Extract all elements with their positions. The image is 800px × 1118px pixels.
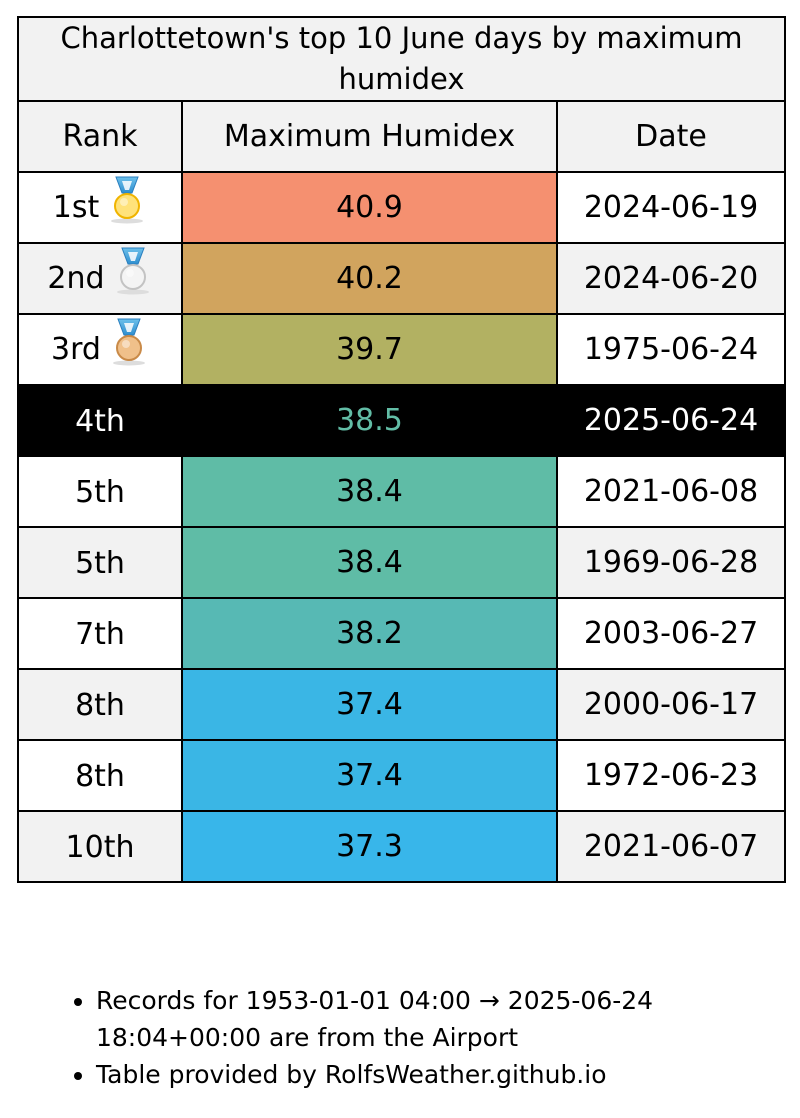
table-row: 2nd 40.2 2024-06-20	[17, 242, 787, 315]
table-row: 10th 37.3 2021-06-07	[17, 810, 787, 883]
table-row: 3rd 39.7 1975-06-24	[17, 313, 787, 386]
note-table-credit: Table provided by RolfsWeather.github.io	[96, 1056, 796, 1093]
date-cell: 2024-06-20	[555, 242, 787, 315]
rank-label: 2nd	[47, 261, 105, 296]
rank-label: 8th	[75, 687, 125, 723]
rank-cell: 5th	[17, 526, 183, 599]
gold-medal-icon	[107, 175, 147, 233]
table-row: 5th 38.4 1969-06-28	[17, 526, 787, 599]
date-cell: 1969-06-28	[555, 526, 787, 599]
table-row: 4th 38.5 2025-06-24	[17, 384, 787, 457]
table-title: Charlottetown's top 10 June days by maxi…	[16, 16, 787, 102]
rank-label: 7th	[75, 616, 125, 652]
humidex-value: 37.3	[181, 810, 558, 883]
table-row: 7th 38.2 2003-06-27	[17, 597, 787, 670]
date-cell: 2003-06-27	[555, 597, 787, 670]
rank-label: 4th	[75, 403, 125, 439]
table-row: 8th 37.4 1972-06-23	[17, 739, 787, 812]
rank-cell: 7th	[17, 597, 183, 670]
date-header: Date	[555, 100, 787, 173]
ranking-table-container: Charlottetown's top 10 June days by maxi…	[16, 16, 787, 883]
humidex-value: 38.4	[181, 526, 558, 599]
rank-header: Rank	[17, 100, 183, 173]
rank-cell: 8th	[17, 739, 183, 812]
rank-cell: 4th	[17, 384, 183, 457]
date-cell: 1972-06-23	[555, 739, 787, 812]
rank-cell: 5th	[17, 455, 183, 528]
rank-label: 5th	[75, 545, 125, 581]
note-records-source: Records for 1953-01-01 04:00 → 2025-06-2…	[96, 982, 796, 1056]
date-cell: 2021-06-08	[555, 455, 787, 528]
table-row: 5th 38.4 2021-06-08	[17, 455, 787, 528]
rank-label: 10th	[65, 829, 135, 865]
date-cell: 2024-06-19	[555, 171, 787, 244]
rank-label: 8th	[75, 758, 125, 794]
rank-cell: 2nd	[17, 242, 183, 315]
humidex-header: Maximum Humidex	[181, 100, 558, 173]
rank-cell: 1st	[17, 171, 183, 244]
date-cell: 1975-06-24	[555, 313, 787, 386]
rank-cell: 3rd	[17, 313, 183, 386]
table-row: 8th 37.4 2000-06-17	[17, 668, 787, 741]
humidex-value: 40.9	[181, 171, 558, 244]
table-body: 1st 40.9 2024-06-19 2nd 40.2 2024-06-20 3rd 39.…	[17, 171, 787, 883]
humidex-value: 40.2	[181, 242, 558, 315]
humidex-value: 37.4	[181, 739, 558, 812]
humidex-value: 39.7	[181, 313, 558, 386]
humidex-value: 38.5	[181, 384, 558, 457]
notes-list: Records for 1953-01-01 04:00 → 2025-06-2…	[62, 982, 796, 1093]
humidex-value: 38.4	[181, 455, 558, 528]
silver-medal-icon	[113, 246, 153, 304]
date-cell: 2021-06-07	[555, 810, 787, 883]
ranking-table: Charlottetown's top 10 June days by maxi…	[16, 16, 787, 883]
date-cell: 2000-06-17	[555, 668, 787, 741]
rank-cell: 8th	[17, 668, 183, 741]
rank-cell: 10th	[17, 810, 183, 883]
rank-label: 1st	[52, 190, 100, 225]
table-row: 1st 40.9 2024-06-19	[17, 171, 787, 244]
rank-label: 3rd	[51, 332, 101, 367]
humidex-value: 38.2	[181, 597, 558, 670]
date-cell: 2025-06-24	[555, 384, 787, 457]
bronze-medal-icon	[109, 317, 149, 375]
rank-label: 5th	[75, 474, 125, 510]
humidex-value: 37.4	[181, 668, 558, 741]
